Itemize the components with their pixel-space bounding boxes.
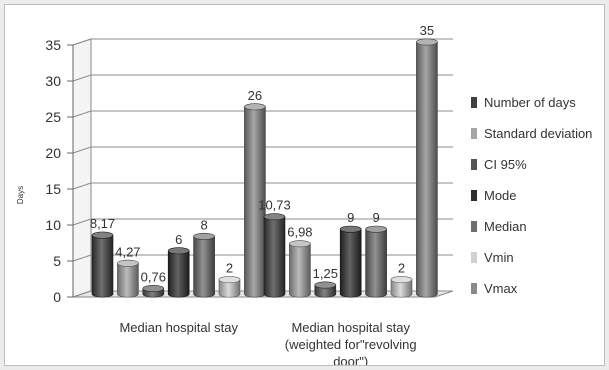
chart-frame: 0 5 10 15 20 25 30 35 8,17 4,27 0,76 6 8 2 26 10,73 6,9… [4, 4, 605, 366]
legend-label: Vmax [484, 281, 518, 296]
category-labels: Median hospital stay Median hospital stay… [119, 320, 416, 365]
data-labels: 8,174,270,76 6 8 2 26 10,73 6,98 1,25 9 9 2 35 [90, 23, 434, 285]
bar-median [365, 225, 387, 298]
gridline [72, 218, 453, 226]
legend-item: Standard deviation [471, 126, 592, 141]
gridline [72, 74, 453, 82]
bar-vmin [218, 276, 241, 298]
data-label: 26 [248, 88, 262, 103]
bar-mode [167, 247, 190, 298]
y-axis-label: Days [16, 186, 25, 204]
data-label: 2 [398, 261, 405, 276]
legend-swatch [471, 283, 477, 294]
legend-swatch [471, 128, 477, 139]
legend-label: Median [484, 219, 527, 234]
gridline [72, 254, 453, 262]
bar-vmax [416, 38, 438, 298]
data-label: 6,98 [287, 225, 312, 240]
data-label: 1,25 [313, 266, 338, 281]
bar-ci-95- [142, 285, 165, 298]
gridline [72, 38, 453, 46]
legend-item: CI 95% [471, 157, 527, 172]
legend-label: Number of days [484, 95, 576, 110]
data-label: 8,17 [90, 216, 115, 231]
legend-item: Vmax [471, 281, 518, 296]
bar-number-of-days [91, 231, 114, 298]
legend-swatch [471, 97, 477, 108]
gridline [72, 146, 453, 154]
gridline [72, 182, 453, 190]
bar-mode [339, 225, 362, 298]
bar-standard-deviation [289, 240, 311, 298]
data-label: 9 [372, 210, 379, 225]
y-tick-label: 15 [45, 181, 61, 197]
legend-label: CI 95% [484, 157, 527, 172]
data-label: 0,76 [141, 270, 166, 285]
bar-chart: 0 5 10 15 20 25 30 35 8,174,270,76 6 8 2 26 10,73 6,9… [16, 23, 592, 365]
legend-label: Standard deviation [484, 126, 592, 141]
legend-item: Number of days [471, 95, 576, 110]
category-label: (weighted for"revolving [285, 337, 417, 352]
legend-item: Median [471, 219, 527, 234]
y-tick-label: 30 [45, 73, 61, 89]
bars [91, 38, 438, 298]
y-tick-label: 35 [45, 37, 61, 53]
y-tick-label: 10 [45, 217, 61, 233]
legend-item: Mode [471, 188, 517, 203]
bar-median [193, 232, 215, 298]
bar-standard-deviation [117, 259, 139, 298]
category-label: Median hospital stay [119, 320, 238, 335]
y-tick-label: 20 [45, 145, 61, 161]
category-label: door") [333, 354, 368, 365]
legend-item: Vmin [471, 250, 514, 265]
data-label: 10,73 [258, 198, 291, 213]
legend-swatch [471, 252, 477, 263]
legend-swatch [471, 190, 477, 201]
legend-swatch [471, 221, 477, 232]
bar-ci-95- [314, 281, 337, 298]
legend-swatch [471, 159, 477, 170]
data-label: 2 [226, 261, 233, 276]
data-label: 8 [200, 217, 207, 232]
y-axis-ticks: 0 5 10 15 20 25 30 35 [45, 37, 74, 305]
y-tick-label: 25 [45, 109, 61, 125]
y-tick-label: 0 [53, 289, 61, 305]
gridline [72, 110, 453, 118]
category-label: Median hospital stay [291, 320, 410, 335]
data-label: 9 [347, 210, 354, 225]
bar-vmin [390, 276, 413, 298]
data-label: 35 [420, 23, 434, 38]
legend-label: Mode [484, 188, 517, 203]
legend-label: Vmin [484, 250, 514, 265]
data-label: 4,27 [115, 244, 140, 259]
legend: Number of days Standard deviation CI 95% Mo… [471, 95, 592, 296]
y-tick-label: 5 [53, 253, 61, 269]
bar-number-of-days [263, 213, 286, 298]
data-label: 6 [175, 232, 182, 247]
